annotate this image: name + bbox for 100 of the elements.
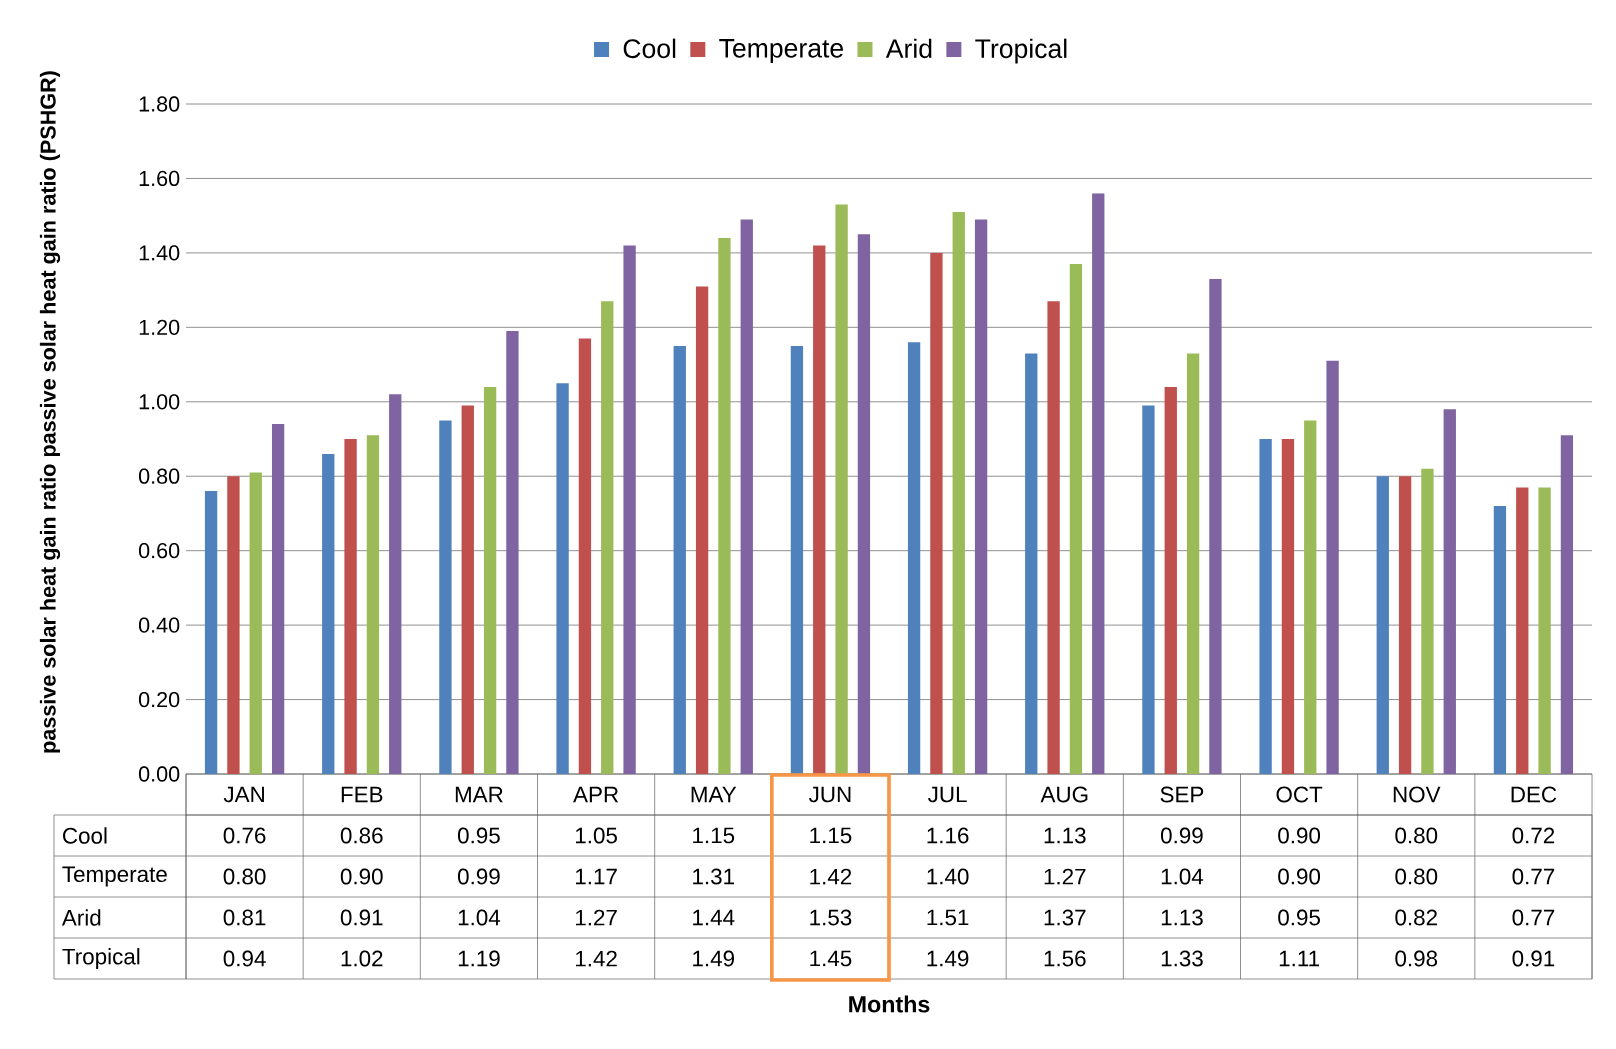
- y-tick-label: 1.80: [139, 96, 180, 112]
- data-label: 1.45: [810, 950, 852, 967]
- data-label: 0.95: [1278, 909, 1320, 926]
- x-tick-label: NOV: [1393, 786, 1441, 803]
- data-label: 0.90: [340, 868, 383, 885]
- bar: [1092, 193, 1105, 775]
- bar: [483, 386, 497, 775]
- data-label: 0.99: [457, 868, 500, 885]
- bar: [1493, 506, 1507, 775]
- y-tick-label: 1.00: [139, 394, 180, 410]
- bar: [695, 286, 709, 775]
- data-label: 1.04: [1161, 868, 1204, 885]
- data-label: 0.94: [223, 950, 266, 967]
- data-label: 1.17: [576, 868, 617, 885]
- bar: [790, 345, 804, 775]
- bar: [389, 394, 402, 775]
- data-label: 0.72: [1512, 827, 1555, 844]
- data-label: 0.80: [1395, 827, 1438, 844]
- data-label: 0.91: [1512, 950, 1555, 967]
- bar: [673, 345, 686, 775]
- bar: [1186, 353, 1200, 775]
- data-label: 0.99: [1161, 827, 1203, 844]
- data-label: 1.49: [927, 950, 969, 967]
- y-tick-label: 0.40: [138, 617, 180, 633]
- bar: [1259, 439, 1272, 775]
- data-label: 1.56: [1044, 950, 1086, 967]
- data-label: 1.31: [693, 868, 734, 885]
- bar: [718, 238, 731, 775]
- bar: [974, 219, 988, 775]
- data-label: 1.05: [576, 827, 617, 844]
- bar: [227, 476, 240, 775]
- y-tick-label: 0.20: [138, 691, 180, 708]
- x-tick-label: MAR: [455, 786, 503, 803]
- x-tick-label: JAN: [223, 786, 264, 803]
- y-tick-label: 0.00: [138, 766, 180, 782]
- x-tick-label: APR: [573, 786, 619, 803]
- bar: [1069, 264, 1083, 775]
- bar: [556, 383, 569, 775]
- bar: [740, 219, 753, 775]
- bar: [1047, 301, 1060, 775]
- data-label: 1.27: [576, 909, 617, 926]
- x-tick-label: DEC: [1511, 786, 1557, 803]
- bar: [1421, 468, 1434, 775]
- legend-label: Temperate: [719, 39, 843, 63]
- data-label: 1.27: [1044, 868, 1086, 885]
- data-label: 0.98: [1395, 950, 1438, 967]
- text: Cool: [63, 827, 107, 844]
- bar: [857, 234, 871, 775]
- data-label: 1.02: [341, 950, 383, 967]
- bar: [461, 405, 474, 775]
- bar: [439, 420, 452, 775]
- data-label: 0.90: [1278, 827, 1321, 844]
- data-label: 1.53: [810, 909, 852, 926]
- data-label: 0.86: [340, 827, 383, 844]
- bar: [930, 252, 943, 775]
- bar: [952, 211, 965, 775]
- y-tick-label: 0.80: [138, 468, 180, 484]
- data-label: 1.49: [693, 950, 735, 967]
- data-label: 1.15: [810, 827, 852, 844]
- data-label: 1.16: [927, 827, 969, 844]
- bar: [835, 204, 848, 775]
- bar: [1443, 409, 1456, 775]
- y-tick-label: 0.60: [138, 543, 180, 559]
- bar: [1025, 353, 1038, 775]
- x-tick-label: JUN: [808, 786, 851, 803]
- bar: [366, 435, 380, 775]
- bar: [623, 245, 636, 775]
- data-label: 0.81: [223, 909, 266, 926]
- bar: [1538, 487, 1551, 775]
- bar: [578, 338, 592, 775]
- legend-label: Cool: [623, 38, 676, 59]
- data-label: 0.91: [340, 909, 383, 926]
- x-tick-label: SEP: [1160, 786, 1204, 803]
- data-label: 0.90: [1278, 868, 1321, 885]
- text: Temperate: [62, 866, 167, 887]
- x-tick-label: JUL: [928, 786, 967, 803]
- bar: [1304, 420, 1317, 775]
- bar: [271, 424, 285, 775]
- y-axis-title: passive solar heat gain ratio passive solar heat gain ratio (PSHGR): [39, 71, 61, 753]
- data-label: 1.40: [927, 868, 969, 885]
- bar: [1281, 439, 1295, 775]
- text: Tropical: [62, 948, 140, 969]
- y-tick-label: 1.60: [139, 170, 180, 187]
- y-tick-label: 1.20: [139, 319, 180, 335]
- bar: [1516, 487, 1529, 775]
- bar: [601, 301, 614, 775]
- legend-label: Tropical: [975, 38, 1067, 64]
- bar: [1326, 360, 1339, 775]
- data-label: 1.33: [1161, 950, 1203, 967]
- text: Months: [849, 995, 930, 1013]
- x-tick-label: MAY: [691, 786, 737, 803]
- bar: [1142, 405, 1155, 775]
- x-tick-label: FEB: [341, 786, 383, 803]
- bar: [506, 331, 519, 775]
- data-label: 0.95: [457, 827, 500, 844]
- bar: [907, 342, 921, 775]
- text: Arid: [61, 909, 101, 926]
- data-label: 1.13: [1044, 827, 1086, 844]
- x-tick-label: AUG: [1040, 786, 1088, 803]
- bar: [1376, 476, 1389, 775]
